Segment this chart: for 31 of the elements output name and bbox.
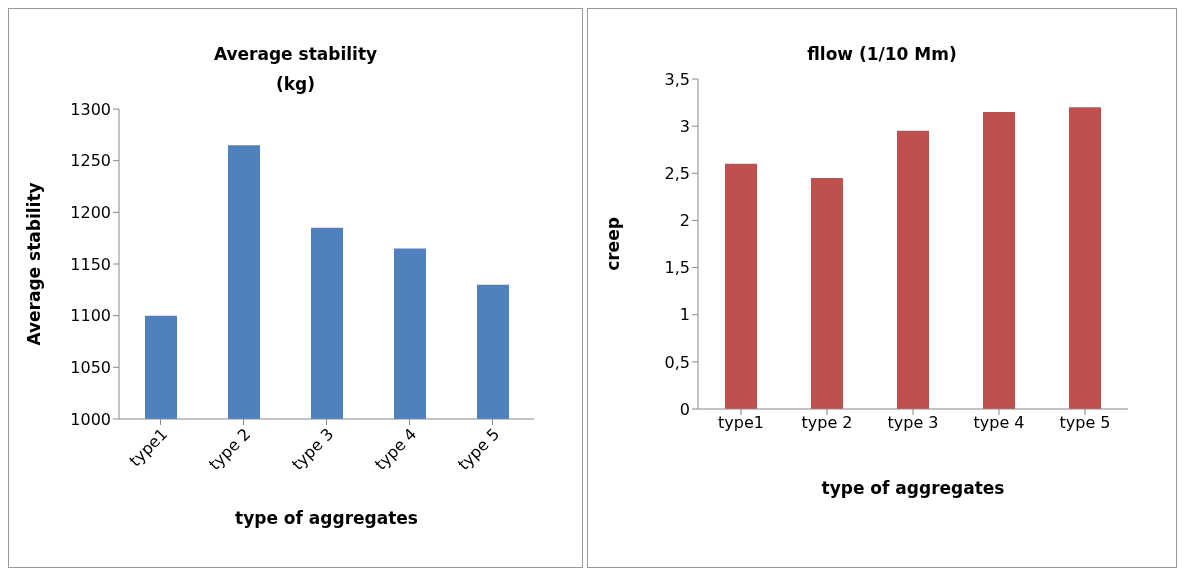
y-tick-label: 1,5 (664, 258, 690, 278)
y-tick-label: 1100 (70, 306, 111, 326)
x-tick-label: type 5 (1059, 413, 1111, 433)
x-tick-label: type 2 (801, 413, 853, 433)
y-tick-label: 1250 (70, 151, 111, 171)
bar (811, 178, 843, 409)
bar (725, 163, 757, 409)
x-tick-label: type 4 (973, 413, 1025, 433)
y-tick-label: 1000 (70, 409, 111, 429)
y-tick-label: 0,5 (664, 352, 690, 372)
bar (983, 112, 1015, 409)
bar (1069, 107, 1101, 409)
y-tick-label: 1 (679, 305, 690, 325)
bar (897, 130, 929, 409)
x-axis-title: type of aggregates (821, 478, 1005, 498)
y-tick-label: 3 (679, 116, 690, 136)
y-axis-title: Average stability (24, 182, 45, 346)
y-tick-label: 1200 (70, 203, 111, 223)
y-tick-label: 2 (679, 211, 690, 231)
y-tick-label: 0 (679, 399, 690, 419)
y-tick-label: 1300 (70, 99, 111, 119)
y-tick-label: 3,5 (664, 69, 690, 89)
y-tick-label: 1150 (70, 254, 111, 274)
y-tick-label: 2,5 (664, 163, 690, 183)
y-tick-label: 1050 (70, 358, 111, 378)
x-tick-label: type 3 (887, 413, 939, 433)
y-axis-title: creep (603, 217, 624, 271)
chart-title: Average stability (kg) (212, 43, 379, 96)
x-tick-label: type1 (718, 413, 764, 433)
x-axis-title: type of aggregates (235, 508, 418, 528)
chart-title: fllow (1/10 Mm) (806, 43, 958, 66)
